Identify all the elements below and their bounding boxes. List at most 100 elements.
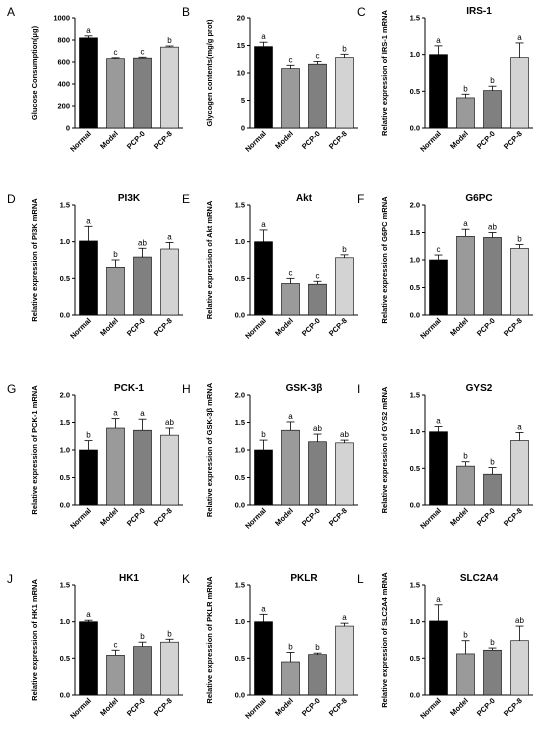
x-tick-label: Model (448, 129, 470, 151)
significance-letter: b (490, 458, 495, 467)
y-tick-label: 800 (57, 36, 70, 45)
significance-letter: b (140, 632, 145, 641)
y-tick-label: 0.5 (235, 274, 245, 283)
significance-letter: b (517, 235, 522, 244)
significance-letter: c (289, 55, 293, 64)
bar (510, 640, 529, 696)
y-tick-label: 1000 (53, 14, 70, 23)
panel-d: D PI3K Relative expression of PI3K mRNA 0.0… (7, 192, 183, 341)
x-tick-label: PCP-8 (502, 316, 524, 338)
bar (281, 661, 300, 696)
significance-letter: a (288, 412, 293, 421)
bar (483, 473, 502, 506)
significance-letter: b (113, 250, 118, 259)
y-tick-label: 1.5 (235, 581, 245, 590)
panel-j: J HK1 Relative expression of HK1 mRNA 0.0 0.… (7, 572, 183, 721)
bar (456, 653, 475, 696)
significance-letter: b (167, 36, 172, 45)
bar (510, 248, 529, 316)
x-tick-label: Normal (243, 129, 268, 154)
y-tick-label: 1.5 (235, 201, 245, 210)
y-tick-label: 400 (57, 80, 70, 89)
y-tick-label: 2.0 (235, 391, 245, 400)
significance-letter: ab (138, 238, 147, 247)
y-tick-label: 1.5 (410, 391, 420, 400)
bar (483, 90, 502, 129)
significance-letter: a (140, 409, 145, 418)
significance-letter: a (517, 422, 522, 431)
y-tick-label: 1.0 (410, 427, 420, 436)
x-tick-label: PCP-8 (152, 129, 174, 151)
bar (79, 621, 98, 696)
y-tick-label: 0.0 (60, 501, 70, 510)
bar (160, 46, 179, 129)
y-tick-label: 0.5 (410, 654, 420, 663)
x-tick-label: PCP-0 (475, 316, 497, 338)
y-tick-label: 0.5 (410, 283, 420, 292)
significance-letter: a (436, 417, 441, 426)
y-tick-label: 1.5 (60, 201, 70, 210)
bar (429, 259, 448, 316)
panel-letter: J (7, 572, 13, 586)
y-tick-label: 0.0 (235, 691, 245, 700)
y-tick-label: 1.5 (60, 581, 70, 590)
y-tick-label: 0.5 (410, 464, 420, 473)
panel-a: A Glucose Consumption(μg) 0 200 400 600 800 100… (7, 5, 183, 154)
bar (133, 256, 152, 316)
y-tick-label: 0.0 (410, 501, 420, 510)
significance-letter: a (463, 219, 468, 228)
bar (254, 46, 273, 129)
significance-letter: b (315, 643, 320, 652)
y-tick-label: 0.5 (410, 87, 420, 96)
y-axis-label: Glucose Consumption(μg) (30, 25, 39, 120)
x-tick-label: PCP-0 (125, 129, 147, 151)
y-tick-label: 1.5 (410, 14, 420, 23)
y-axis-label: Relative expression of SLC2A4 mRNA (380, 572, 389, 708)
y-tick-label: 0.5 (60, 654, 70, 663)
significance-letter: c (316, 51, 320, 60)
significance-letter: c (316, 271, 320, 280)
bar (254, 241, 273, 316)
x-tick-label: PCP-0 (125, 696, 147, 718)
panel-letter: D (7, 192, 16, 206)
panel-letter: A (7, 5, 15, 19)
y-axis-label: Relative expression of Akt mRNA (205, 200, 214, 319)
x-tick-label: PCP-8 (152, 696, 174, 718)
bar (106, 427, 125, 506)
significance-letter: ab (165, 418, 174, 427)
x-tick-label: PCP-8 (502, 696, 524, 718)
x-tick-label: Normal (243, 696, 268, 721)
panel-f: F G6PC Relative expression of G6PC mRNA 0.0… (357, 192, 533, 341)
x-tick-label: Model (98, 506, 120, 528)
x-tick-label: PCP-0 (300, 316, 322, 338)
y-tick-label: 0.0 (410, 691, 420, 700)
panel-i: I GYS2 Relative expression of GYS2 mRNA 0.0… (357, 382, 533, 531)
panel-letter: B (182, 5, 190, 19)
significance-letter: b (463, 452, 468, 461)
panel-l: L SLC2A4 Relative expression of SLC2A4 mRN… (357, 572, 533, 721)
bar (160, 434, 179, 506)
bar (483, 649, 502, 696)
bar (335, 57, 354, 129)
bar (456, 465, 475, 506)
x-tick-label: PCP-0 (300, 696, 322, 718)
panel-title: PI3K (118, 193, 141, 204)
bar (281, 68, 300, 129)
significance-letter: b (86, 431, 91, 440)
significance-letter: a (86, 216, 91, 225)
significance-letter: a (436, 36, 441, 45)
x-tick-label: PCP-0 (475, 696, 497, 718)
y-axis-label: Relative expression of PKLR mRNA (205, 576, 214, 704)
bar (335, 625, 354, 696)
x-tick-label: Normal (68, 696, 93, 721)
bar (335, 257, 354, 316)
bar (429, 620, 448, 696)
x-tick-label: PCP-8 (152, 316, 174, 338)
significance-letter: a (113, 409, 118, 418)
y-tick-label: 20 (237, 14, 245, 23)
y-tick-label: 1.0 (60, 617, 70, 626)
y-tick-label: 0.0 (410, 311, 420, 320)
y-tick-label: 0.0 (60, 311, 70, 320)
bar (254, 449, 273, 506)
